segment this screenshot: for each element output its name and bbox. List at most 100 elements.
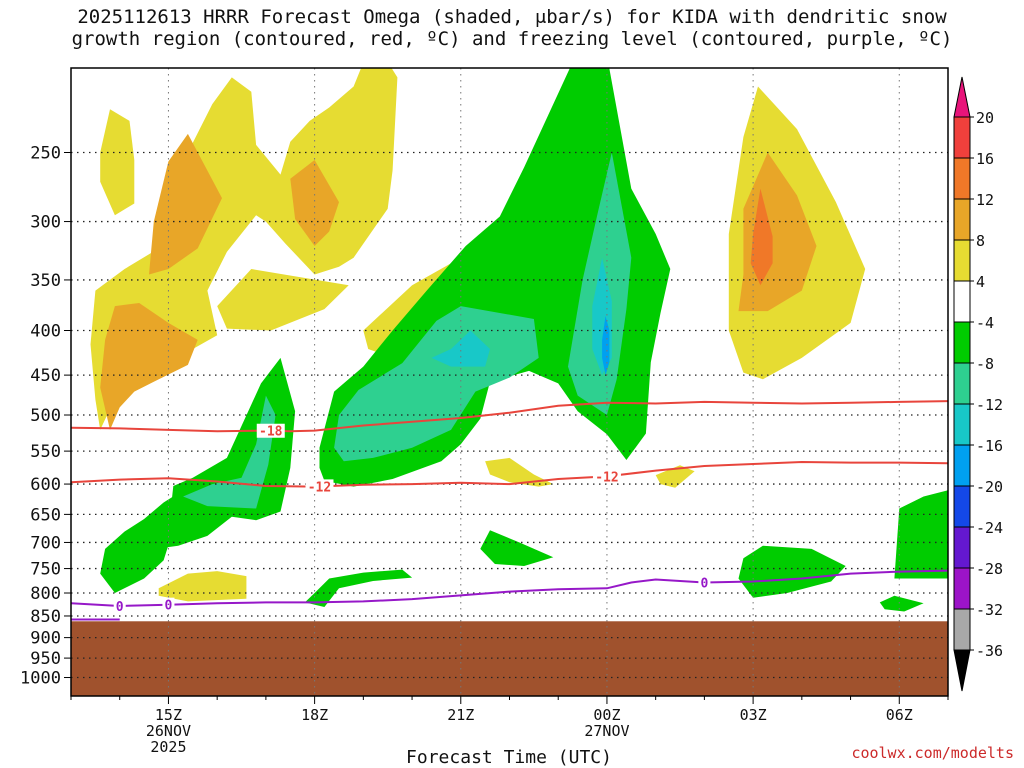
colorbar-segment-6 [953, 362, 971, 405]
omega-region-3-4 [480, 530, 554, 566]
omega-region-1-1 [149, 133, 222, 275]
contour-label-1-0: -12 [308, 480, 331, 495]
colorbar-label-2: 12 [976, 191, 994, 209]
omega-region-1-2 [290, 160, 339, 246]
omega-shading [90, 68, 948, 612]
colorbar-segment-5 [953, 321, 971, 364]
colorbar-bottom-arrow [953, 649, 971, 692]
x-tick-label-15Z: 15Z [155, 706, 182, 724]
colorbar-segment-8 [953, 444, 971, 487]
omega-region-0-4 [485, 457, 554, 487]
y-tick-label-250: 250 [30, 144, 61, 164]
colorbar-segment-3 [953, 239, 971, 282]
colorbar-label-11: -28 [976, 560, 1003, 578]
colorbar-segment-1 [953, 157, 971, 200]
colorbar-label-1: 16 [976, 150, 994, 168]
colorbar-label-10: -24 [976, 519, 1003, 537]
omega-region-3-3 [304, 569, 413, 607]
y-axis: 2503003504004505005506006507007508008509… [20, 144, 71, 689]
colorbar-segment-0 [953, 116, 971, 159]
colorbar-segment-7 [953, 403, 971, 446]
omega-region-1-0 [100, 303, 198, 430]
y-tick-label-1000: 1000 [20, 669, 61, 689]
omega-region-0-6 [158, 571, 247, 602]
colorbar-label-4: 4 [976, 273, 985, 291]
series-line-0 [71, 400, 948, 433]
omega-region-3-5 [738, 545, 846, 598]
y-tick-label-350: 350 [30, 271, 61, 291]
date-label-1-0: 27NOV [584, 722, 629, 740]
contour-label-bg-2-2 [698, 575, 711, 590]
colorbar-segment-2 [953, 198, 971, 241]
y-tick-label-800: 800 [30, 584, 61, 604]
colorbar-label-5: -4 [976, 314, 994, 332]
omega-region-3-1 [100, 484, 208, 593]
y-tick-label-900: 900 [30, 629, 61, 649]
colorbar-segment-12 [953, 608, 971, 651]
contour-label-bg-1-0 [305, 479, 334, 494]
x-tick-label-21Z: 21Z [447, 706, 474, 724]
colorbar-label-13: -36 [976, 642, 1003, 660]
y-tick-label-750: 750 [30, 560, 61, 580]
series-line-1 [71, 460, 948, 488]
x-tick-label-06Z: 06Z [886, 706, 913, 724]
colorbar: 20 16 12 8 4 -4 -8 -12 -16 -20 -24 -28 -32 -36 [953, 76, 1003, 692]
chart-title: 2025112613 HRRR Forecast Omega (shaded, … [0, 6, 1024, 50]
x-tick-label-00Z: 00Z [593, 706, 620, 724]
omega-region-0-3 [363, 77, 607, 358]
contour-label-2-0: 0 [116, 600, 124, 615]
y-tick-label-600: 600 [30, 475, 61, 495]
grid-layer [71, 68, 948, 696]
isotherm-lines: -18 -12 -12 0 0 0 [71, 400, 948, 621]
omega-region-4-0 [183, 395, 276, 509]
colorbar-segment-10 [953, 526, 971, 569]
omega-region-0-5 [655, 465, 695, 488]
y-tick-label-950: 950 [30, 649, 61, 669]
y-tick-label-650: 650 [30, 505, 61, 525]
contour-label-bg-2-1 [162, 597, 175, 612]
omega-region-6-0 [602, 316, 610, 376]
colorbar-label-0: 20 [976, 109, 994, 127]
contour-label-2-2: 0 [700, 576, 708, 591]
omega-region-5-0 [431, 330, 490, 367]
x-axis-label: Forecast Time (UTC) [406, 747, 612, 768]
contour-label-2-1: 0 [165, 599, 173, 614]
contour-label-bg-2-0 [113, 599, 126, 614]
colorbar-segment-4 [953, 280, 971, 323]
contour-label-0-0: -18 [259, 425, 283, 440]
title-line-1: 2025112613 HRRR Forecast Omega (shaded, … [77, 6, 947, 28]
y-tick-label-700: 700 [30, 533, 61, 553]
y-tick-label-300: 300 [30, 213, 61, 233]
colorbar-label-7: -12 [976, 396, 1003, 414]
contour-label-bg-1-1 [592, 469, 621, 484]
y-tick-label-450: 450 [30, 366, 61, 386]
colorbar-segment-11 [953, 567, 971, 610]
omega-region-3-6 [894, 490, 948, 579]
date-label-0-0: 26NOV [146, 722, 191, 740]
omega-region-0-2 [217, 269, 349, 331]
omega-region-0-0 [100, 109, 135, 216]
y-tick-label-550: 550 [30, 442, 61, 462]
y-tick-label-500: 500 [30, 406, 61, 426]
colorbar-label-6: -8 [976, 355, 994, 373]
credit-text: coolwx.com/modelts [851, 744, 1014, 762]
colorbar-top-arrow [953, 76, 971, 118]
colorbar-label-3: 8 [976, 232, 985, 250]
omega-region-4-1 [334, 306, 539, 462]
series-line-2 [71, 569, 948, 608]
y-tick-label-400: 400 [30, 322, 61, 342]
contour-label-1-1: -12 [595, 470, 618, 485]
title-line-2: growth region (contoured, red, ºC) and f… [71, 28, 953, 50]
colorbar-label-12: -32 [976, 601, 1003, 619]
x-tick-label-18Z: 18Z [301, 706, 328, 724]
omega-region-3-7 [879, 595, 924, 612]
date-label-0-1: 2025 [150, 738, 186, 756]
colorbar-label-9: -20 [976, 478, 1003, 496]
x-tick-label-03Z: 03Z [740, 706, 767, 724]
contour-label-bg-0-0 [256, 423, 285, 438]
omega-region-2-0 [750, 188, 773, 286]
colorbar-label-8: -16 [976, 437, 1003, 455]
y-tick-label-850: 850 [30, 607, 61, 627]
